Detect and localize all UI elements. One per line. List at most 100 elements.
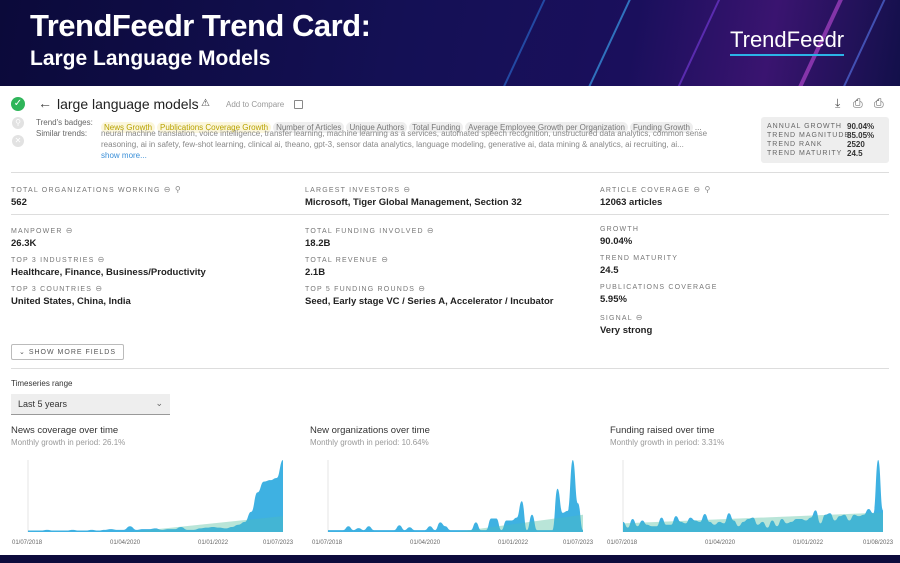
close-circle-icon[interactable]: ✕ bbox=[12, 135, 24, 147]
field-label: Top 5 Funding Rounds bbox=[305, 286, 416, 293]
info-icon[interactable]: ⊖ bbox=[163, 185, 172, 194]
badge-list: News Growth Publications Coverage Growth N… bbox=[101, 117, 702, 135]
field-value: 24.5 bbox=[600, 265, 619, 276]
stat-label: TREND MATURITY bbox=[767, 150, 843, 157]
info-icon[interactable]: ⊖ bbox=[381, 255, 390, 264]
field-signal: Signal ⊖ Very strong bbox=[600, 313, 652, 336]
field-value: Healthcare, Finance, Business/Productivi… bbox=[11, 267, 206, 278]
badge[interactable]: Average Employee Growth per Organization bbox=[465, 122, 628, 133]
stat-label: TREND MAGNITUDE bbox=[767, 132, 851, 139]
banner-title: TrendFeedr Trend Card: bbox=[30, 8, 371, 43]
field-label: Top 3 Industries bbox=[11, 257, 95, 264]
chart-news-title-block: News coverage over time Monthly growth in… bbox=[11, 425, 125, 447]
field-top-industries: Top 3 Industries ⊖ Healthcare, Finance, B… bbox=[11, 255, 206, 278]
stat-label: ANNUAL GROWTH bbox=[767, 123, 842, 130]
series-area bbox=[328, 460, 583, 532]
field-total-orgs: Total Organizations Working ⊖ ⚲ 562 bbox=[11, 185, 182, 208]
info-icon[interactable]: ⊖ bbox=[693, 185, 702, 194]
badge[interactable]: Number of Articles bbox=[273, 122, 345, 133]
info-icon[interactable]: ⊖ bbox=[65, 226, 74, 235]
field-value: 12063 articles bbox=[600, 197, 663, 208]
divider bbox=[11, 172, 889, 173]
trend-overlay bbox=[455, 514, 583, 532]
stat-value: 24.5 bbox=[847, 149, 863, 158]
timeseries-label: Timeseries range bbox=[11, 379, 73, 388]
field-label: Signal bbox=[600, 315, 633, 322]
banner: TrendFeedr Trend Card: Large Language Mo… bbox=[0, 0, 900, 86]
field-value: 26.3K bbox=[11, 238, 37, 249]
similar-line[interactable]: neural machine translation, voice intell… bbox=[101, 129, 708, 138]
field-top-countries: Top 3 Countries ⊖ United States, China, I… bbox=[11, 284, 131, 307]
button-label: SHOW MORE FIELDS bbox=[28, 349, 117, 356]
info-icon[interactable]: ⊖ bbox=[635, 313, 644, 322]
search-icon[interactable]: ⚲ bbox=[704, 185, 712, 194]
field-article-coverage: Article Coverage ⊖ ⚲ 12063 articles bbox=[600, 185, 712, 208]
field-funding-rounds: Top 5 Funding Rounds ⊖ Seed, Early stage … bbox=[305, 284, 554, 307]
trendfeedr-logo: TrendFeedr bbox=[730, 27, 845, 56]
add-to-compare-checkbox[interactable] bbox=[294, 100, 303, 109]
x-tick-label: 01/01/2022 bbox=[198, 540, 229, 546]
info-icon[interactable]: ⊖ bbox=[418, 284, 427, 293]
x-tick-label: 01/04/2020 bbox=[410, 540, 441, 546]
x-tick-label: 01/08/2023 bbox=[863, 540, 894, 546]
chevron-down-icon: ⌄ bbox=[155, 398, 163, 408]
stat-value: 2520 bbox=[847, 140, 865, 149]
divider bbox=[11, 368, 889, 369]
badge[interactable]: Unique Authors bbox=[346, 122, 408, 133]
x-tick-label: 01/07/2018 bbox=[12, 540, 43, 546]
divider bbox=[11, 214, 889, 215]
field-largest-investors: Largest Investors ⊖ Microsoft, Tiger Glob… bbox=[305, 185, 522, 208]
field-value: Seed, Early stage VC / Series A, Acceler… bbox=[305, 296, 554, 307]
back-arrow-icon[interactable]: ← bbox=[38, 95, 52, 111]
similar-label: Similar trends: bbox=[36, 129, 88, 138]
x-tick-label: 01/07/2023 bbox=[563, 540, 594, 546]
new-organizations-chart: 01/07/2018 01/04/2020 01/01/2022 01/07/2023 bbox=[312, 460, 594, 546]
info-icon[interactable]: ⊖ bbox=[403, 185, 412, 194]
stat-value: 85.05% bbox=[847, 131, 875, 140]
chart-title: New organizations over time bbox=[310, 425, 430, 436]
trend-overlay bbox=[130, 516, 283, 532]
x-tick-label: 01/04/2020 bbox=[110, 540, 141, 546]
badges-label: Trend's badges: bbox=[36, 118, 93, 127]
info-icon[interactable]: ⊖ bbox=[426, 226, 435, 235]
trend-area bbox=[455, 514, 583, 532]
info-icon[interactable]: ⊖ bbox=[95, 284, 104, 293]
field-label: Top 3 Countries bbox=[11, 286, 93, 293]
search-circle-icon[interactable]: ⚲ bbox=[12, 117, 24, 129]
download-icon[interactable]: ⤓ bbox=[835, 96, 841, 110]
field-label: Trend Maturity bbox=[600, 255, 679, 262]
timeseries-select[interactable]: Last 5 years ⌄ bbox=[11, 394, 170, 415]
trend-overlay bbox=[623, 512, 883, 532]
check-circle-icon[interactable]: ✓ bbox=[11, 97, 25, 111]
print-pdf-icon[interactable]: ⎙ bbox=[853, 96, 863, 110]
field-label: Total Organizations Working bbox=[11, 187, 161, 194]
footer-bar bbox=[0, 555, 900, 563]
field-value: 90.04% bbox=[600, 236, 633, 247]
field-value: Microsoft, Tiger Global Management, Sect… bbox=[305, 197, 522, 208]
banner-subtitle: Large Language Models bbox=[30, 47, 271, 70]
field-value: 5.95% bbox=[600, 294, 627, 305]
x-tick-label: 01/04/2020 bbox=[705, 540, 736, 546]
badge[interactable]: Total Funding bbox=[409, 122, 464, 133]
badge[interactable]: Funding Growth bbox=[630, 122, 693, 133]
badge[interactable]: Publications Coverage Growth bbox=[157, 122, 272, 133]
search-icon[interactable]: ⚲ bbox=[174, 185, 182, 194]
stat-label: TREND RANK bbox=[767, 141, 823, 148]
badges-more[interactable]: ... bbox=[694, 123, 702, 132]
badge[interactable]: News Growth bbox=[101, 122, 156, 133]
chart-subtitle: Monthly growth in period: 3.31% bbox=[610, 438, 725, 447]
stat-value: 90.04% bbox=[847, 122, 875, 131]
x-tick-label: 01/01/2022 bbox=[498, 540, 529, 546]
field-manpower: Manpower ⊖ 26.3K bbox=[11, 226, 74, 249]
show-more-fields-button[interactable]: ⌄ SHOW MORE FIELDS bbox=[11, 344, 125, 360]
field-label: Manpower bbox=[11, 228, 63, 235]
similar-line[interactable]: reasoning, ai in safety, few-shot learni… bbox=[101, 140, 684, 149]
info-icon[interactable]: ⊖ bbox=[97, 255, 106, 264]
show-more-link[interactable]: show more... bbox=[101, 151, 147, 160]
chart-title: News coverage over time bbox=[11, 425, 119, 436]
field-growth: Growth 90.04% bbox=[600, 226, 639, 247]
select-value: Last 5 years bbox=[18, 399, 68, 409]
print-csv-icon[interactable]: ⎙ bbox=[874, 96, 884, 110]
warning-icon: ⚠ bbox=[201, 98, 210, 109]
similar-trends: neural machine translation, voice intell… bbox=[101, 128, 756, 161]
